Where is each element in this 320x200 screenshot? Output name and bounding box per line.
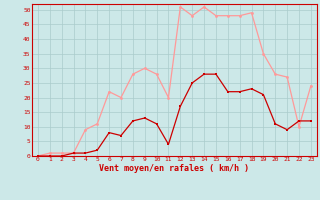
X-axis label: Vent moyen/en rafales ( km/h ): Vent moyen/en rafales ( km/h ) — [100, 164, 249, 173]
